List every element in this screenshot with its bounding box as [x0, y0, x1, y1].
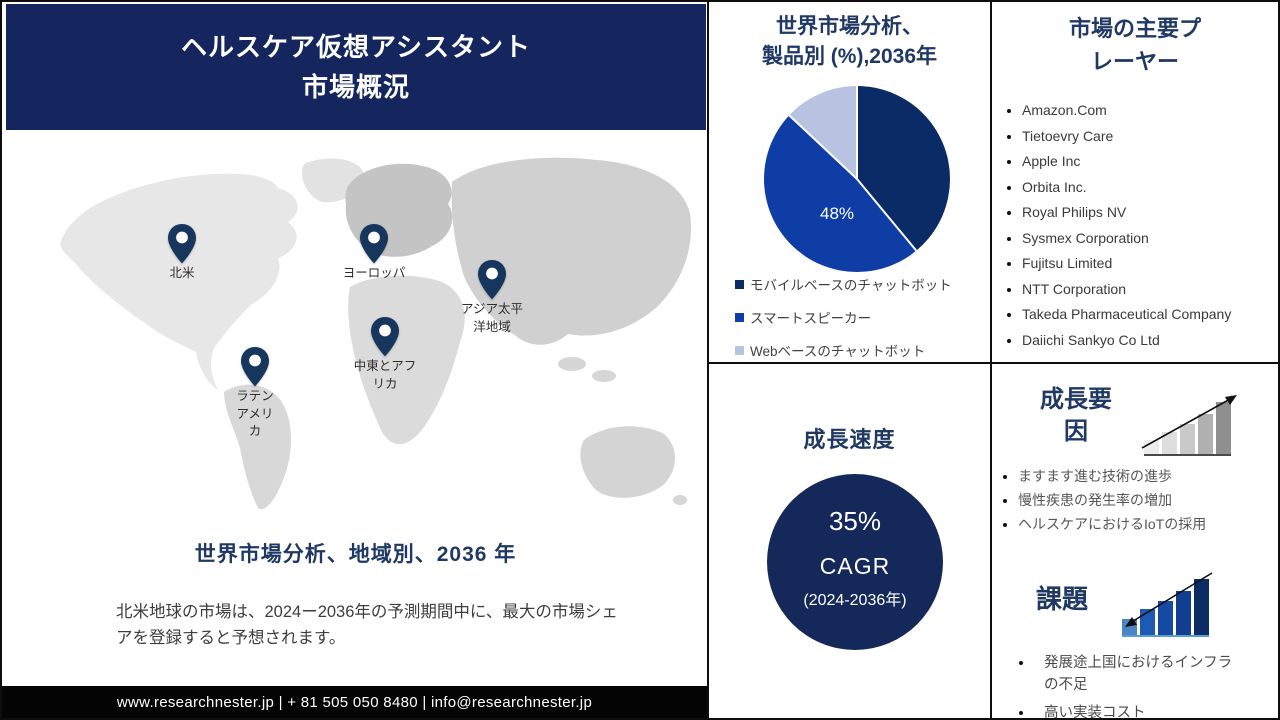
player-item: Amazon.Com	[1022, 102, 1278, 118]
panel-key-players: 市場の主要プ レーヤー Amazon.Com Tietoevry Care Ap…	[992, 2, 1278, 362]
panel-growth-rate: 成長速度 35% CAGR (2024-2036年)	[709, 364, 990, 718]
location-pin-icon	[241, 347, 269, 387]
player-item: Apple Inc	[1022, 153, 1278, 169]
key-players-list: Amazon.Com Tietoevry Care Apple Inc Orbi…	[992, 102, 1278, 348]
islands-southeast-asia	[558, 357, 586, 371]
key-players-title: 市場の主要プ レーヤー	[1068, 16, 1201, 74]
legend-swatch	[735, 312, 744, 322]
map-pin-middle-east-africa: 中東とアフ リカ	[340, 317, 430, 393]
title-banner: ヘルスケア仮想アシスタント 市場概況	[6, 4, 706, 130]
divider-horizontal-right	[707, 362, 1278, 364]
regional-analysis-note: 北米地球の市場は、2024ー2036年の予測期間中に、最大の市場シェアを登録する…	[116, 603, 618, 647]
legend-item-web-chatbot: Webベースのチャットボット	[735, 340, 952, 360]
legend-swatch	[735, 345, 744, 355]
islands-new-zealand	[673, 495, 687, 505]
footer-bar: www.researchnester.jp | + 81 505 050 848…	[2, 686, 707, 718]
player-item: Takeda Pharmaceutical Company	[1022, 306, 1278, 322]
challenges-header: 課題	[1036, 565, 1278, 637]
map-pin-latin-america: ラテン アメリ カ	[210, 347, 300, 441]
divider-vertical-main	[707, 2, 709, 718]
pie-data-label: 48%	[820, 204, 855, 223]
continent-asia	[451, 157, 692, 345]
cagr-circle: 35% CAGR (2024-2036年)	[767, 474, 943, 650]
gray-bars	[1144, 398, 1231, 456]
continent-africa	[348, 275, 465, 445]
region-label: 北米	[169, 266, 195, 280]
up-right-arrow-icon	[1141, 395, 1237, 449]
down-left-arrow-icon	[1125, 572, 1213, 627]
region-label: 中東とアフ リカ	[353, 359, 417, 391]
legend-swatch	[735, 279, 744, 289]
location-pin-icon	[371, 317, 399, 357]
pie-chart-title: 世界市場分析、 製品別 (%),2036年	[761, 15, 938, 69]
player-item: Orbita Inc.	[1022, 179, 1278, 195]
page-title: ヘルスケア仮想アシスタント 市場概況	[181, 31, 531, 102]
cagr-metric: CAGR	[819, 553, 891, 579]
growth-factors-header: 成長要因	[1032, 384, 1278, 456]
challenge-item: 高い実装コスト	[1034, 703, 1244, 719]
player-item: Fujitsu Limited	[1022, 255, 1278, 271]
challenges-title: 課題	[1036, 584, 1089, 614]
growth-rate-title: 成長速度	[803, 427, 896, 452]
growth-trend-chart-icon	[1141, 395, 1237, 456]
legend-item-mobile-chatbot: モバイルベースのチャットボット	[735, 274, 952, 294]
player-item: Sysmex Corporation	[1022, 230, 1278, 246]
continent-north-america	[60, 173, 298, 390]
continent-south-america	[224, 384, 292, 510]
region-label: ヨーロッパ	[342, 266, 406, 280]
player-item: Daiichi Sankyo Co Ltd	[1022, 332, 1278, 348]
player-item: Tietoevry Care	[1022, 128, 1278, 144]
map-pin-north-america: 北米	[137, 224, 227, 283]
location-pin-icon	[478, 260, 506, 300]
pie-chart: 48%	[764, 86, 950, 272]
growth-factors-title: 成長要因	[1040, 386, 1112, 446]
legend-item-smart-speaker: スマートスピーカー	[735, 307, 952, 327]
cagr-value: 35%	[828, 506, 882, 536]
location-pin-icon	[360, 224, 388, 264]
location-pin-icon	[168, 224, 196, 264]
challenge-item: 発展途上国におけるインフラの不足	[1034, 653, 1244, 697]
legend-label: Webベースのチャットボット	[750, 344, 926, 359]
panel-product-share: 世界市場分析、 製品別 (%),2036年 48% モバイルベースのチャットボッ…	[709, 2, 990, 362]
growth-factor-item: ヘルスケアにおけるIoTの採用	[1018, 514, 1278, 535]
challenges-trend-chart-icon	[1122, 572, 1213, 637]
legend-label: スマートスピーカー	[750, 311, 872, 326]
regional-analysis-heading: 世界市場分析、地域別、2036 年	[194, 543, 517, 566]
region-label: アジア太平 洋地域	[460, 302, 523, 334]
legend-label: モバイルベースのチャットボット	[750, 278, 952, 293]
cagr-period: (2024-2036年)	[803, 592, 907, 609]
player-item: NTT Corporation	[1022, 281, 1278, 297]
growth-factors-list: ますます進む技術の進歩 慢性疾患の発生率の増加 ヘルスケアにおけるIoTの採用	[992, 466, 1278, 535]
divider-vertical-right	[990, 2, 992, 718]
continent-australia	[580, 426, 676, 498]
panel-factors-challenges: 成長要因 ますます進む技術の進歩 慢性疾患の発生率の増加 ヘルスケアにおけるIo…	[992, 364, 1278, 718]
challenges-list: 発展途上国におけるインフラの不足 高い実装コスト	[992, 653, 1278, 719]
footer-contact-text: www.researchnester.jp | + 81 505 050 848…	[116, 693, 593, 711]
player-item: Royal Philips NV	[1022, 204, 1278, 220]
growth-factor-item: 慢性疾患の発生率の増加	[1018, 490, 1278, 511]
map-pin-asia-pacific: アジア太平 洋地域	[447, 260, 537, 336]
islands-indonesia	[592, 370, 616, 382]
pie-legend: モバイルベースのチャットボット スマートスピーカー Webベースのチャットボット	[735, 274, 952, 373]
map-pin-europe: ヨーロッパ	[329, 224, 419, 283]
growth-factor-item: ますます進む技術の進歩	[1018, 466, 1278, 487]
region-label: ラテン アメリ カ	[236, 389, 274, 438]
